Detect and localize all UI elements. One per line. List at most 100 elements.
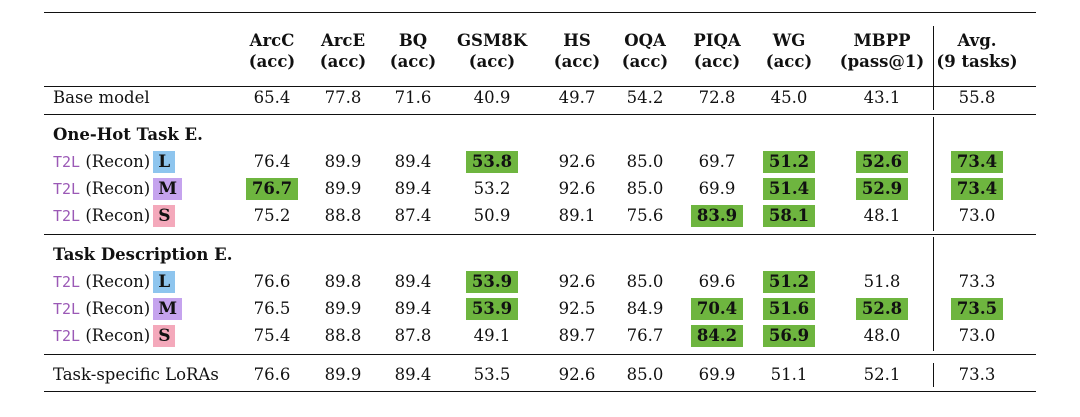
value-cell: 51.1 <box>749 363 829 387</box>
value-cell: 89.8 <box>303 270 383 294</box>
value-cell: 53.9 <box>452 270 532 294</box>
value-cell: 87.8 <box>373 324 453 348</box>
t2l-row: T2L (Recon) M 76.5 89.9 89.4 53.9 92.5 84.9 70.4… <box>44 297 1036 321</box>
value-cell: 92.6 <box>537 177 617 201</box>
value-cell: 52.6 <box>842 150 922 174</box>
value-cell: 73.4 <box>937 177 1017 201</box>
value-text: 92.6 <box>558 152 596 171</box>
t2l-model-name: T2L <box>53 180 81 198</box>
value-cell: 51.2 <box>749 270 829 294</box>
value-text: 76.5 <box>253 299 291 318</box>
value-cell: 89.9 <box>303 150 383 174</box>
value-cell: 70.4 <box>677 297 757 321</box>
t2l-model-name: T2L <box>53 327 81 345</box>
value-text: 48.1 <box>863 206 901 225</box>
t2l-row: T2L (Recon) S 75.4 88.8 87.8 49.1 89.7 76.7 84.2… <box>44 324 1036 348</box>
value-cell: 69.9 <box>677 177 757 201</box>
value-text: 51.1 <box>770 365 808 384</box>
value-cell: 85.0 <box>605 150 685 174</box>
value-cell: 73.3 <box>937 363 1017 387</box>
section-rule <box>44 114 1036 115</box>
column-header-hs: HS (acc) <box>522 30 632 72</box>
value-text: 76.4 <box>253 152 291 171</box>
value-text: 69.7 <box>698 152 736 171</box>
value-cell: 40.9 <box>452 86 532 110</box>
t2l-model-name: T2L <box>53 153 81 171</box>
value-cell: 75.6 <box>605 204 685 228</box>
column-name: ArcE <box>320 31 366 50</box>
value-text: 85.0 <box>626 365 664 384</box>
value-cell: 49.1 <box>452 324 532 348</box>
task-specific-loras-row: Task-specific LoRAs 76.6 89.9 89.4 53.5 92.6 8… <box>44 363 1036 387</box>
t2l-row: T2L (Recon) L 76.6 89.8 89.4 53.9 92.6 85.0 69.6… <box>44 270 1036 294</box>
column-name: ArcC <box>249 31 295 50</box>
value-cell: 89.1 <box>537 204 617 228</box>
base-model-row: Base model 65.4 77.8 71.6 40.9 49.7 54.2 72.8 45… <box>44 86 1036 110</box>
column-metric: (acc) <box>621 52 669 71</box>
column-metric: (pass@1) <box>839 52 925 71</box>
column-metric: (acc) <box>553 52 601 71</box>
value-cell: 88.8 <box>303 204 383 228</box>
value-text: 89.4 <box>394 299 432 318</box>
column-name: MBPP <box>853 31 911 50</box>
row-label: T2L (Recon) M <box>53 297 183 321</box>
value-cell: 85.0 <box>605 177 685 201</box>
column-header-arce: ArcE (acc) <box>288 30 398 72</box>
value-text: 89.4 <box>394 365 432 384</box>
value-cell: 54.2 <box>605 86 685 110</box>
value-text: 88.8 <box>324 326 362 345</box>
value-text: 69.9 <box>698 365 736 384</box>
column-header-gsm8k: GSM8K (acc) <box>437 30 547 72</box>
best-value-highlight: 53.9 <box>465 298 519 320</box>
value-text: 85.0 <box>626 272 664 291</box>
value-text: 73.3 <box>958 272 996 291</box>
best-value-highlight: 52.8 <box>855 298 909 320</box>
value-cell: 53.5 <box>452 363 532 387</box>
value-text: 53.5 <box>473 365 511 384</box>
avg-column-separator <box>933 88 934 110</box>
value-cell: 50.9 <box>452 204 532 228</box>
best-value-highlight: 52.9 <box>855 178 909 200</box>
row-label: T2L (Recon) S <box>53 204 176 228</box>
value-cell: 92.5 <box>537 297 617 321</box>
best-value-highlight: 73.5 <box>950 298 1004 320</box>
value-cell: 75.4 <box>232 324 312 348</box>
value-cell: 76.7 <box>605 324 685 348</box>
column-name: WG <box>772 31 806 50</box>
size-badge-s: S <box>153 205 176 227</box>
row-label: T2L (Recon) S <box>53 324 176 348</box>
column-metric: (acc) <box>389 52 437 71</box>
best-value-highlight: 58.1 <box>762 205 816 227</box>
value-cell: 89.9 <box>303 177 383 201</box>
value-text: 53.2 <box>473 179 511 198</box>
best-value-highlight: 76.7 <box>245 178 299 200</box>
row-label: T2L (Recon) L <box>53 150 176 174</box>
value-cell: 84.2 <box>677 324 757 348</box>
value-text: 51.8 <box>863 272 901 291</box>
value-cell: 73.0 <box>937 204 1017 228</box>
value-cell: 52.8 <box>842 297 922 321</box>
value-cell: 84.9 <box>605 297 685 321</box>
value-cell: 56.9 <box>749 324 829 348</box>
value-cell: 92.6 <box>537 363 617 387</box>
value-text: 49.1 <box>473 326 511 345</box>
t2l-row: T2L (Recon) M 76.7 89.9 89.4 53.2 92.6 85.0 69.9… <box>44 177 1036 201</box>
value-cell: 72.8 <box>677 86 757 110</box>
value-cell: 87.4 <box>373 204 453 228</box>
value-text: 89.7 <box>558 326 596 345</box>
value-cell: 89.4 <box>373 177 453 201</box>
value-cell: 49.7 <box>537 86 617 110</box>
value-cell: 76.6 <box>232 270 312 294</box>
value-text: 55.8 <box>958 88 996 107</box>
row-label: T2L (Recon) M <box>53 177 183 201</box>
best-value-highlight: 53.9 <box>465 271 519 293</box>
value-cell: 48.0 <box>842 324 922 348</box>
recon-label: (Recon) <box>80 326 151 345</box>
value-cell: 89.4 <box>373 363 453 387</box>
value-cell: 85.0 <box>605 363 685 387</box>
value-cell: 73.4 <box>937 150 1017 174</box>
value-cell: 43.1 <box>842 86 922 110</box>
column-metric: (acc) <box>468 52 516 71</box>
value-text: 69.9 <box>698 179 736 198</box>
t2l-model-name: T2L <box>53 207 81 225</box>
